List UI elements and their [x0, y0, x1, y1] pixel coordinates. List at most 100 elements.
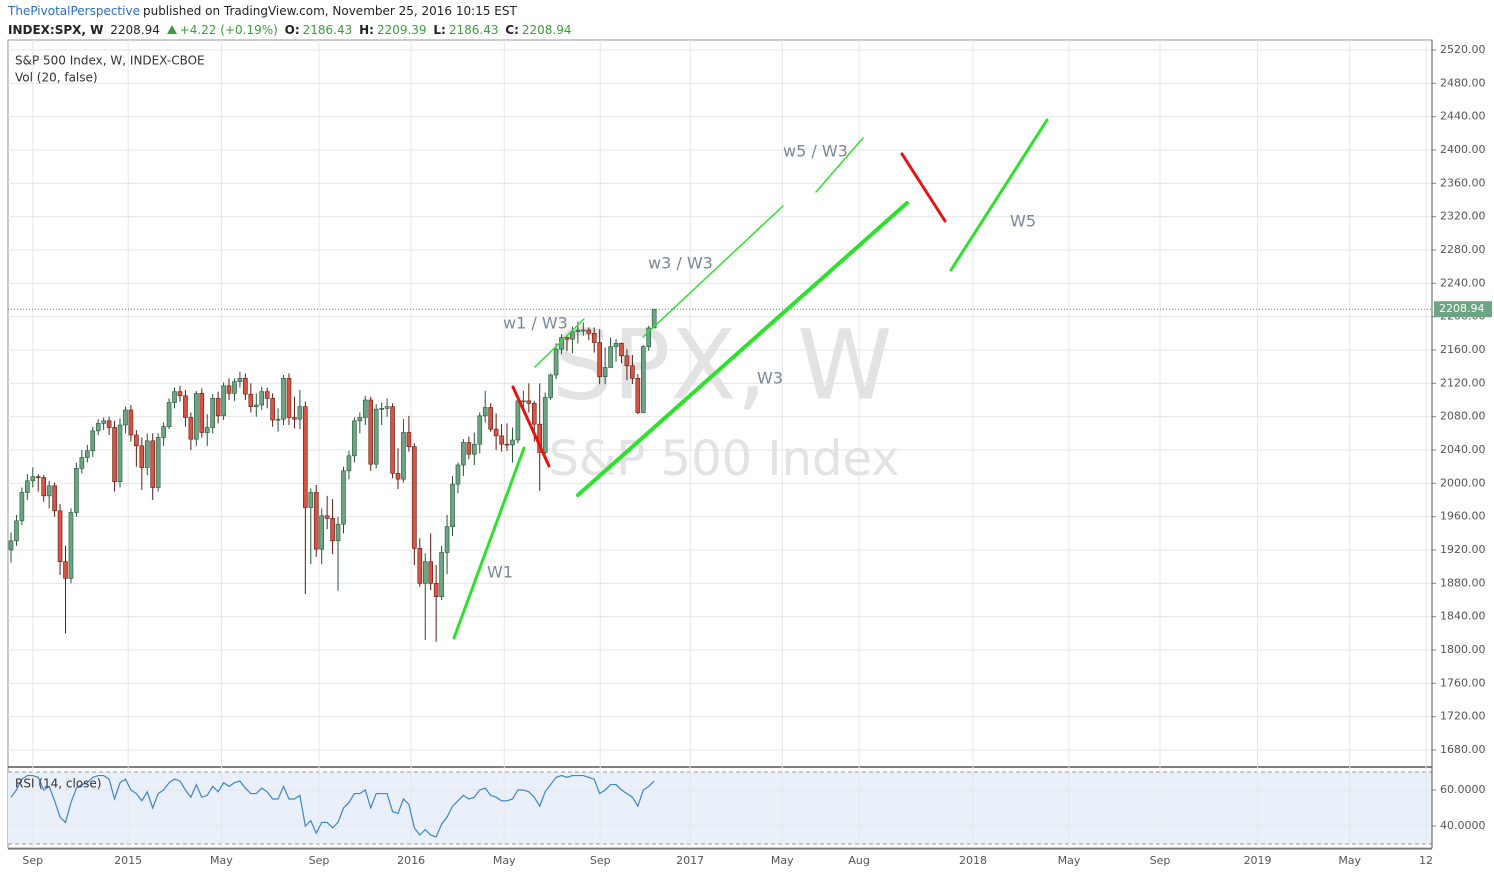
candle-body — [581, 329, 586, 332]
candle-body — [30, 476, 36, 482]
candle-body — [19, 492, 25, 522]
candle-body — [466, 442, 472, 455]
candle-body — [177, 391, 183, 397]
wave-label: w1 / W3 — [503, 314, 568, 333]
candle-body — [482, 407, 488, 417]
trend-line[interactable] — [949, 118, 1049, 272]
candle-body — [542, 397, 548, 453]
trend-line[interactable] — [815, 137, 864, 193]
candle-body — [155, 437, 161, 488]
y-tick-label: 2040.00 — [1440, 443, 1486, 456]
candle-body — [112, 427, 117, 482]
y-tick-label: 2320.00 — [1440, 210, 1486, 223]
candle-body — [264, 391, 270, 399]
candle-body — [455, 464, 461, 485]
y-tick-label: 2280.00 — [1440, 243, 1486, 256]
candle-body — [368, 399, 374, 465]
candle-body — [575, 329, 581, 332]
y-tick-label: 1720.00 — [1440, 710, 1486, 723]
x-tick-label: 2017 — [676, 854, 704, 867]
candle-body — [335, 523, 341, 542]
trend-line[interactable] — [511, 385, 551, 468]
candle-body — [35, 476, 41, 478]
candle-body — [417, 548, 423, 584]
wave-label: W3 — [757, 369, 783, 388]
high-value: 2209.39 — [376, 23, 427, 37]
candle-body — [341, 470, 346, 525]
candle-body — [461, 442, 466, 466]
candle-body — [352, 420, 357, 457]
candle-body — [362, 399, 368, 418]
candle-body — [237, 378, 243, 382]
candle-body — [292, 417, 297, 420]
candle-body — [651, 308, 657, 329]
candle-body — [161, 426, 166, 438]
candle-body — [619, 343, 624, 357]
low-label: L: — [433, 23, 446, 37]
candle-body — [134, 434, 139, 447]
x-tick-label: 2019 — [1244, 854, 1272, 867]
candle-body — [259, 391, 265, 406]
y-tick-label: 1960.00 — [1440, 510, 1486, 523]
published: published on TradingView.com, November 2… — [142, 4, 517, 18]
y-tick-label: 2400.00 — [1440, 143, 1486, 156]
y-tick-label: 2360.00 — [1440, 176, 1486, 189]
candle-body — [504, 443, 510, 446]
candle-body — [499, 435, 504, 445]
candle-body — [373, 408, 379, 465]
trend-line[interactable] — [900, 152, 947, 223]
wave-label: w3 / W3 — [648, 254, 713, 273]
candle-body — [433, 583, 439, 597]
watermark: S&P 500 Index — [548, 431, 899, 487]
candle-body — [553, 348, 559, 376]
x-tick-label: May — [493, 854, 516, 867]
candle-body — [308, 492, 314, 508]
candle-body — [624, 355, 630, 367]
candle-body — [95, 423, 101, 432]
y-tick-label: 2120.00 — [1440, 376, 1486, 389]
candle-body — [74, 468, 79, 513]
candle-body — [602, 367, 608, 377]
candle-body — [297, 406, 303, 420]
candle-body — [248, 393, 254, 407]
candle-body — [439, 552, 444, 597]
x-tick-label: May — [1058, 854, 1081, 867]
trend-line[interactable] — [452, 446, 526, 640]
x-tick-label: 2015 — [114, 854, 142, 867]
legend: Vol (20, false) — [15, 71, 98, 85]
candle-body — [117, 424, 123, 482]
rsi-line — [10, 774, 655, 838]
candle-body — [204, 427, 210, 433]
candle-body — [41, 477, 47, 497]
y-tick-label: 40.0000 — [1440, 819, 1486, 832]
candle-body — [194, 393, 199, 440]
trend-line[interactable] — [534, 318, 585, 368]
trend-line[interactable] — [642, 205, 784, 338]
author[interactable]: ThePivotalPerspective — [8, 4, 140, 18]
background-layer — [8, 40, 1432, 848]
last-price: 2208.94 — [110, 23, 160, 37]
wave-label: w5 / W3 — [783, 142, 848, 161]
candle-body — [139, 445, 145, 468]
open-label: O: — [284, 23, 300, 37]
candle-body — [406, 432, 412, 447]
header-line: ThePivotalPerspective published on Tradin… — [8, 2, 575, 21]
candle-body — [253, 404, 259, 407]
y-tick-label: 1760.00 — [1440, 676, 1486, 689]
candle-body — [346, 455, 352, 472]
candle-body — [510, 439, 515, 446]
candle-body — [521, 400, 526, 403]
y-tick-label: 2480.00 — [1440, 76, 1486, 89]
candle-body — [215, 398, 221, 417]
candle-body — [422, 561, 428, 584]
candle-body — [444, 526, 450, 553]
x-tick-label: Sep — [1150, 854, 1171, 867]
candle-body — [357, 417, 363, 422]
candle-body — [646, 327, 652, 347]
header: ThePivotalPerspective published on Tradin… — [8, 2, 575, 40]
trend-line[interactable] — [576, 201, 909, 497]
candle-body — [232, 381, 237, 394]
change: +4.22 (+0.19%) — [179, 23, 278, 37]
candle-body — [199, 393, 205, 433]
